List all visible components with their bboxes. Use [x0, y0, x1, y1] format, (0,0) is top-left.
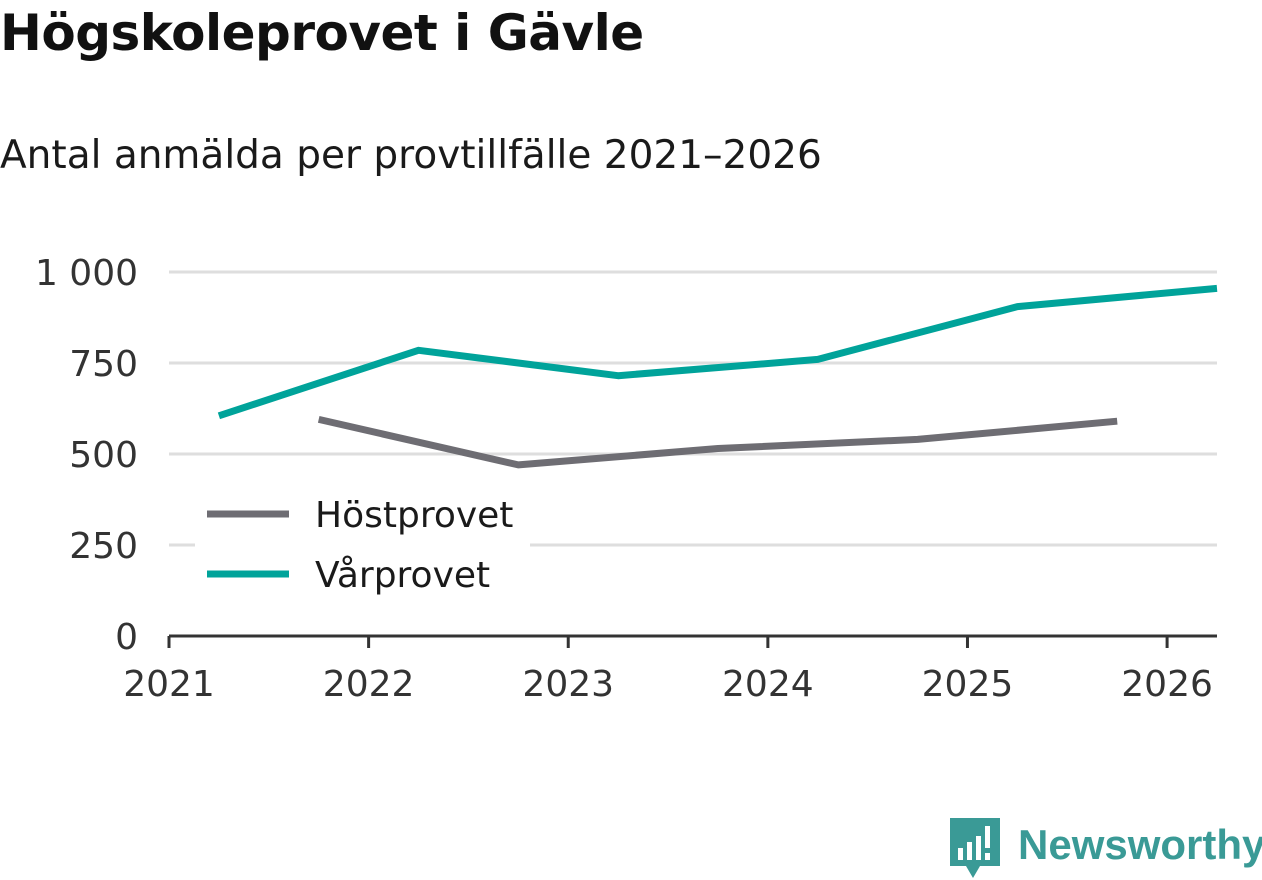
y-tick-label: 250 [69, 526, 138, 567]
newsworthy-logo-icon [950, 818, 1000, 878]
legend-label: Höstprovet [315, 495, 513, 536]
y-tick-label: 500 [69, 435, 138, 476]
x-tick-label: 2025 [922, 664, 1014, 705]
y-tick-label: 1 000 [35, 253, 138, 294]
x-tick-label: 2021 [123, 664, 215, 705]
legend-background [195, 488, 530, 618]
series-line-1 [317, 415, 1118, 469]
chart-title: Högskoleprovet i Gävle [0, 4, 644, 62]
brand-name: Newsworthy [1018, 821, 1262, 868]
y-tick-label: 0 [115, 617, 138, 658]
x-tick-label: 2022 [323, 664, 415, 705]
brand: Newsworthy [950, 818, 1262, 880]
x-tick-label: 2026 [1121, 664, 1213, 705]
x-tick-label: 2024 [722, 664, 814, 705]
y-tick-label: 750 [69, 344, 138, 385]
chart-subtitle: Antal anmälda per provtillfälle 2021–202… [0, 133, 822, 178]
x-tick-label: 2023 [522, 664, 614, 705]
legend-label: Vårprovet [315, 555, 490, 596]
series-line-2 [217, 284, 1218, 420]
